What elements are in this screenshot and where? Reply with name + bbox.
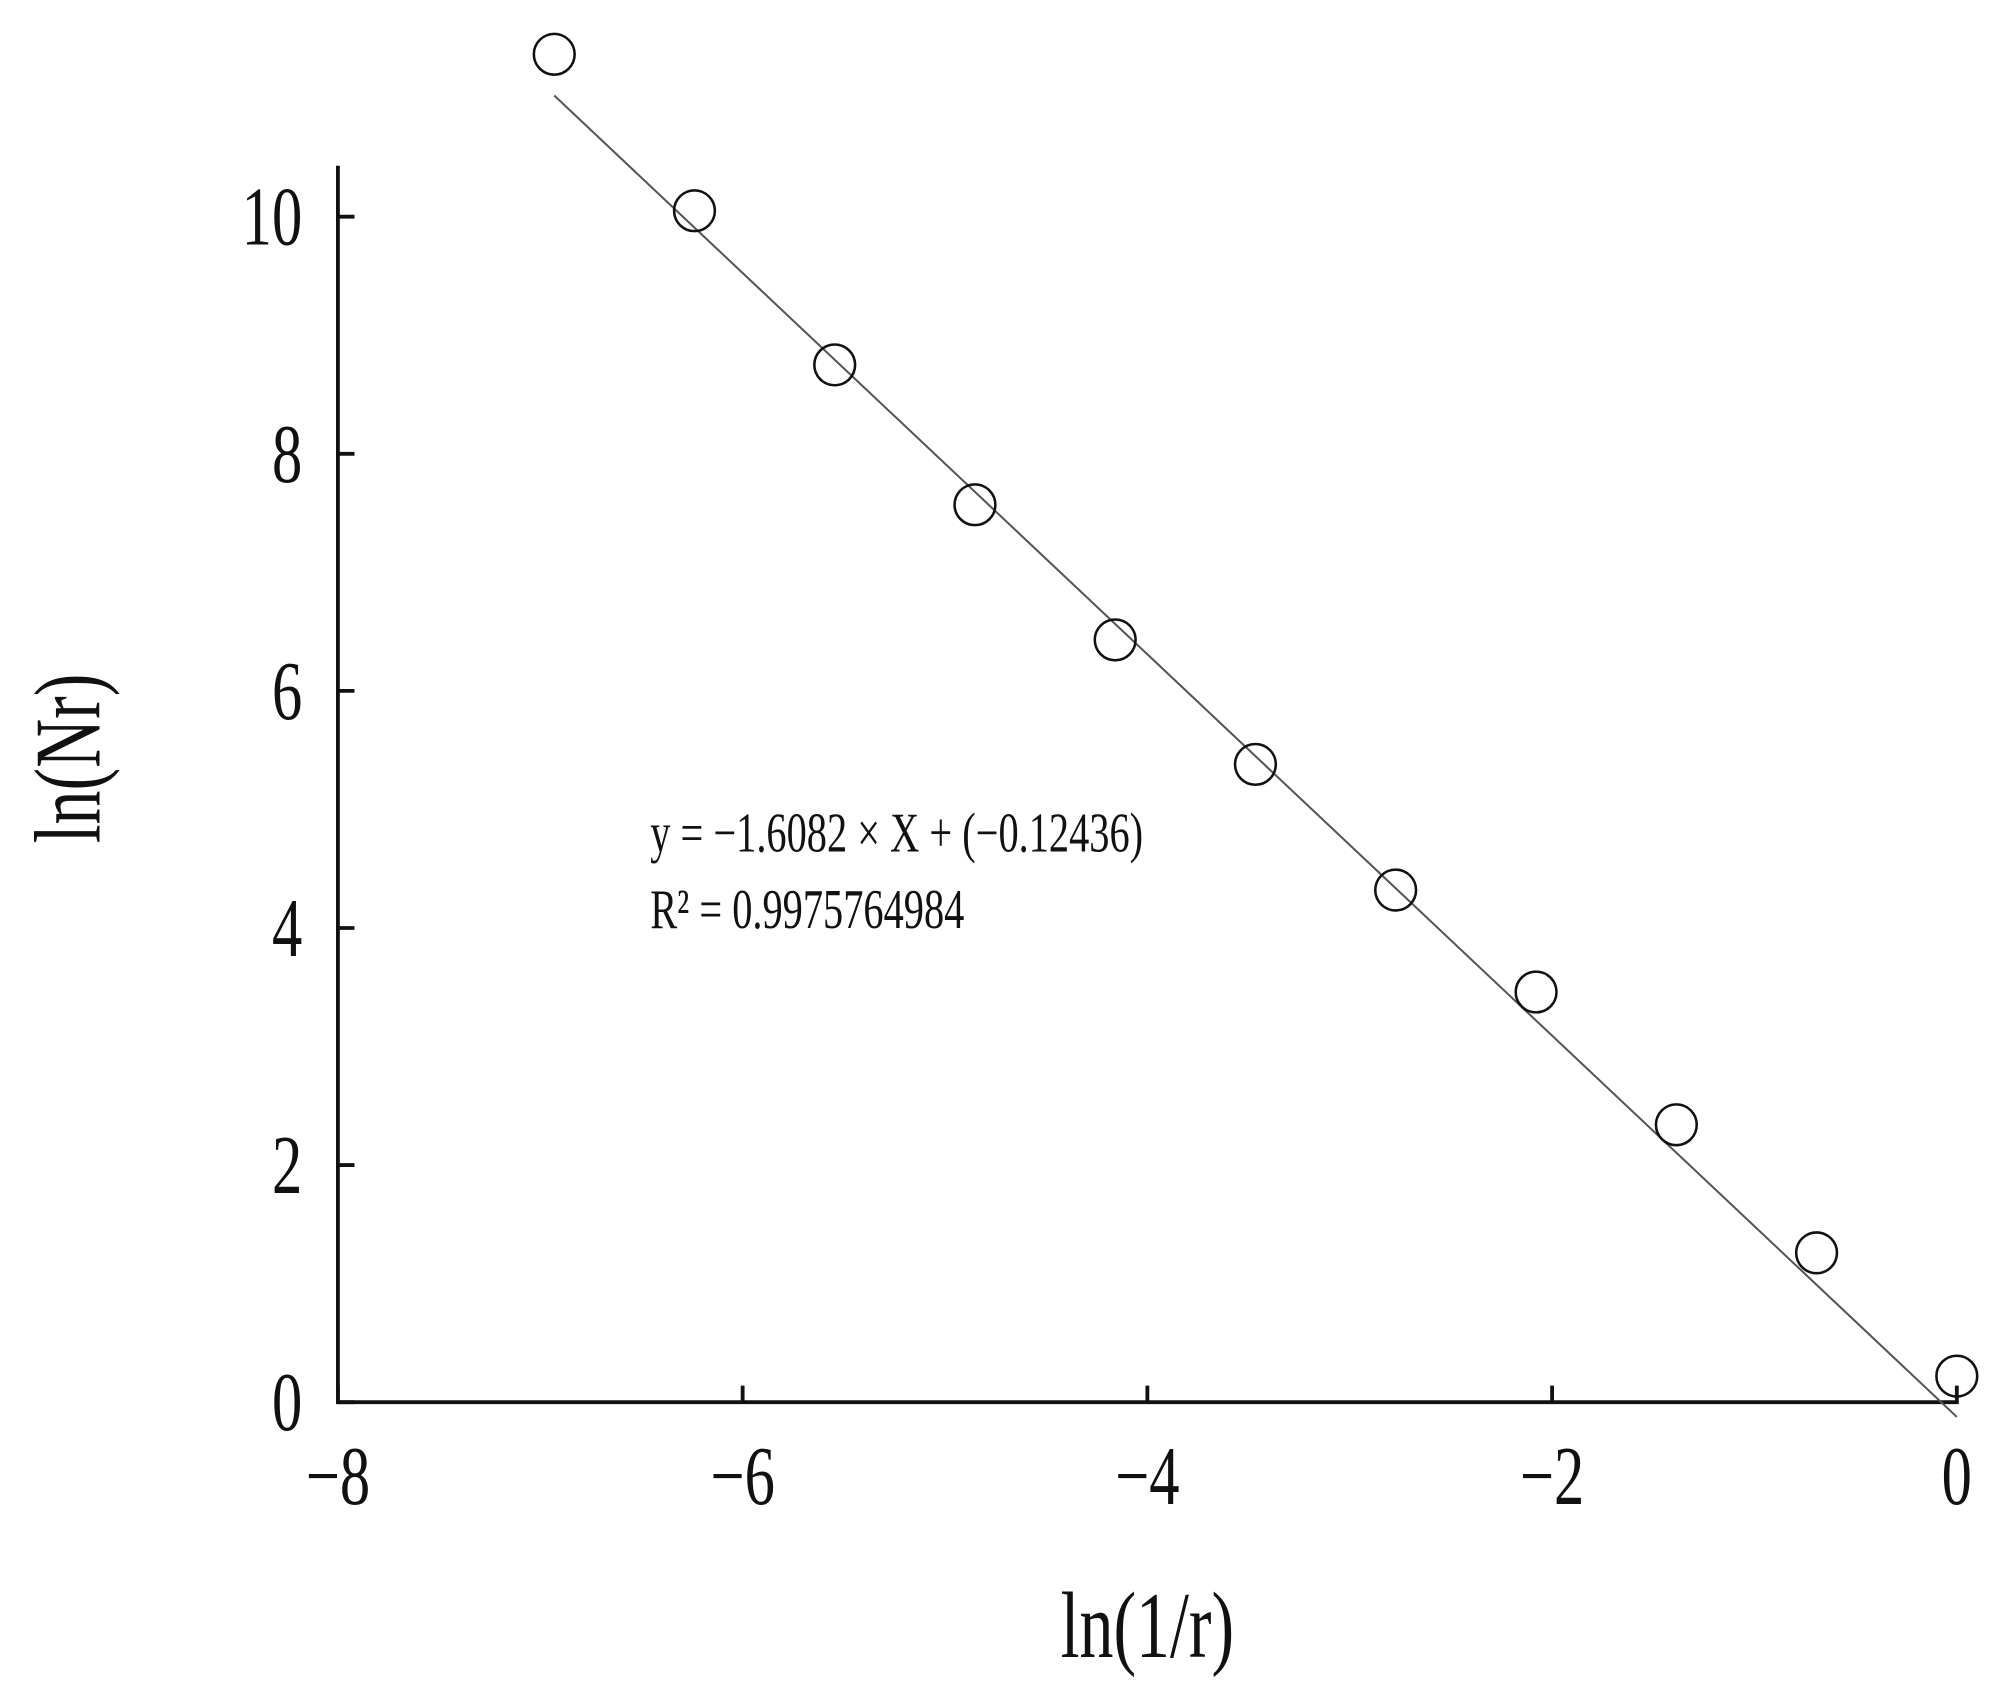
x-tick-label: −4	[1115, 1430, 1179, 1523]
y-tick-label: 0	[272, 1356, 302, 1449]
data-point	[1654, 1103, 1699, 1147]
annotation: y = −1.6082 × X + (−0.12436)	[650, 801, 1143, 864]
y-tick-label: 6	[272, 644, 302, 737]
y-tick-label: 2	[272, 1119, 302, 1212]
x-tick-label: −8	[306, 1430, 370, 1523]
x-tick-label: −6	[710, 1430, 774, 1523]
data-point	[1794, 1231, 1839, 1275]
data-point	[1514, 970, 1558, 1014]
y-tick-label: 10	[242, 170, 303, 263]
y-axis-label: ln(Nr)	[16, 674, 120, 844]
data-point	[1093, 618, 1137, 662]
data-point	[953, 483, 997, 527]
x-tick-label: −2	[1520, 1430, 1584, 1523]
data-point	[672, 189, 717, 233]
data-point	[1935, 1354, 1979, 1398]
x-axis-label: ln(1/r)	[1061, 1573, 1235, 1677]
data-point	[1373, 868, 1418, 912]
y-tick-label: 4	[272, 881, 302, 974]
annotation: R² = 0.9975764984	[650, 877, 964, 940]
y-tick-label: 8	[272, 407, 302, 500]
data-point	[813, 343, 857, 387]
data-point	[1233, 742, 1278, 787]
data-point	[532, 32, 576, 76]
x-tick-label: 0	[1942, 1430, 1972, 1523]
fit-line	[553, 94, 1958, 1418]
